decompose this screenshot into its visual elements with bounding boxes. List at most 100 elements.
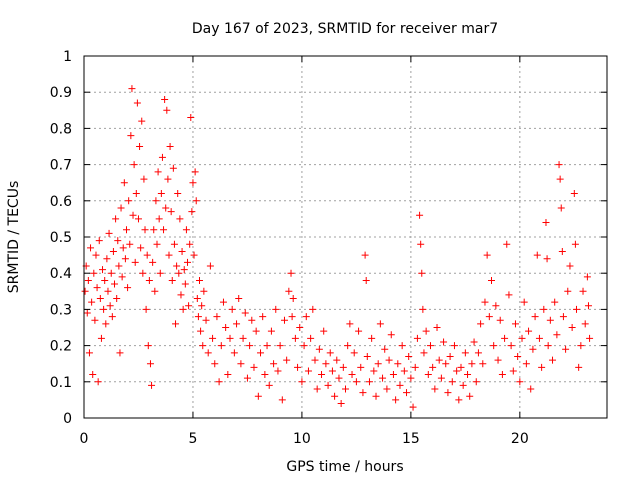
data-point bbox=[429, 363, 437, 371]
data-point bbox=[440, 338, 448, 346]
data-point bbox=[99, 266, 107, 274]
data-point bbox=[362, 276, 370, 284]
data-point bbox=[403, 389, 411, 397]
data-point bbox=[179, 305, 187, 313]
data-point bbox=[213, 313, 221, 321]
data-point bbox=[507, 342, 515, 350]
data-point bbox=[166, 143, 174, 150]
data-point bbox=[230, 349, 238, 357]
data-point bbox=[119, 244, 127, 252]
data-point bbox=[572, 305, 580, 313]
data-point bbox=[374, 360, 382, 368]
data-point bbox=[411, 363, 419, 371]
data-point bbox=[85, 349, 93, 357]
data-point bbox=[174, 190, 182, 198]
data-point bbox=[531, 313, 539, 321]
data-point bbox=[461, 349, 469, 357]
data-point bbox=[433, 324, 441, 331]
data-point bbox=[200, 287, 208, 295]
data-point bbox=[287, 269, 295, 277]
data-point bbox=[575, 363, 583, 371]
data-point bbox=[361, 251, 369, 259]
data-point bbox=[583, 273, 591, 281]
data-point bbox=[453, 367, 461, 375]
data-point bbox=[477, 320, 485, 328]
data-point bbox=[307, 334, 315, 342]
data-point bbox=[291, 334, 299, 342]
data-point bbox=[198, 302, 206, 310]
data-point bbox=[372, 392, 380, 400]
data-point bbox=[193, 295, 201, 303]
data-point bbox=[557, 204, 565, 212]
data-point bbox=[457, 363, 465, 371]
data-point bbox=[581, 320, 589, 328]
data-point bbox=[348, 371, 356, 379]
data-point bbox=[133, 99, 141, 107]
data-point bbox=[407, 374, 415, 382]
data-point bbox=[543, 255, 551, 263]
data-point bbox=[87, 244, 95, 252]
data-point bbox=[128, 85, 136, 93]
data-point bbox=[180, 266, 188, 274]
data-point bbox=[322, 360, 330, 368]
data-point bbox=[88, 298, 96, 306]
y-tick-label: 0.9 bbox=[50, 85, 72, 101]
x-tick-label: 15 bbox=[402, 431, 420, 447]
data-point bbox=[479, 360, 487, 368]
data-point bbox=[137, 244, 145, 252]
data-point bbox=[418, 269, 426, 277]
data-point bbox=[199, 342, 207, 350]
data-point bbox=[204, 349, 212, 357]
data-point bbox=[405, 352, 413, 360]
data-point bbox=[226, 334, 234, 342]
data-point bbox=[505, 291, 513, 299]
data-point bbox=[111, 280, 119, 288]
data-point bbox=[197, 327, 205, 335]
data-point bbox=[170, 240, 178, 248]
data-point bbox=[381, 345, 389, 353]
data-point bbox=[285, 287, 293, 295]
data-point bbox=[250, 363, 258, 371]
data-point bbox=[100, 305, 108, 313]
data-point bbox=[442, 360, 450, 368]
data-point bbox=[235, 295, 243, 303]
data-point bbox=[153, 240, 161, 248]
y-tick-label: 0.3 bbox=[50, 302, 72, 318]
data-point bbox=[444, 389, 452, 397]
data-point bbox=[152, 197, 160, 205]
data-point bbox=[413, 334, 421, 342]
y-tick-label: 0.5 bbox=[50, 230, 72, 246]
data-point bbox=[274, 367, 282, 375]
data-point bbox=[516, 378, 524, 386]
data-point bbox=[114, 237, 122, 245]
data-point bbox=[118, 273, 126, 281]
data-point bbox=[126, 240, 134, 248]
data-point bbox=[556, 175, 564, 183]
data-point bbox=[525, 327, 533, 335]
data-point bbox=[320, 327, 328, 335]
data-point bbox=[162, 204, 170, 212]
data-point bbox=[157, 190, 165, 198]
y-tick-label: 0.1 bbox=[50, 375, 72, 391]
data-point bbox=[455, 396, 463, 404]
data-point bbox=[131, 258, 139, 266]
data-point bbox=[224, 371, 232, 379]
data-point bbox=[355, 327, 363, 335]
x-tick-label: 20 bbox=[511, 431, 529, 447]
y-tick-label: 0.7 bbox=[50, 158, 72, 174]
data-point bbox=[448, 378, 456, 386]
data-point bbox=[252, 327, 260, 335]
y-tick-label: 0.2 bbox=[50, 339, 72, 355]
data-point bbox=[339, 363, 347, 371]
data-point bbox=[335, 374, 343, 382]
data-point bbox=[127, 132, 135, 140]
data-point bbox=[97, 334, 105, 342]
data-point bbox=[175, 269, 183, 277]
data-point bbox=[485, 313, 493, 321]
data-point bbox=[233, 320, 241, 328]
data-point bbox=[115, 262, 123, 270]
data-point bbox=[276, 342, 284, 350]
data-point bbox=[160, 226, 168, 234]
y-tick-label: 0.4 bbox=[50, 266, 72, 282]
